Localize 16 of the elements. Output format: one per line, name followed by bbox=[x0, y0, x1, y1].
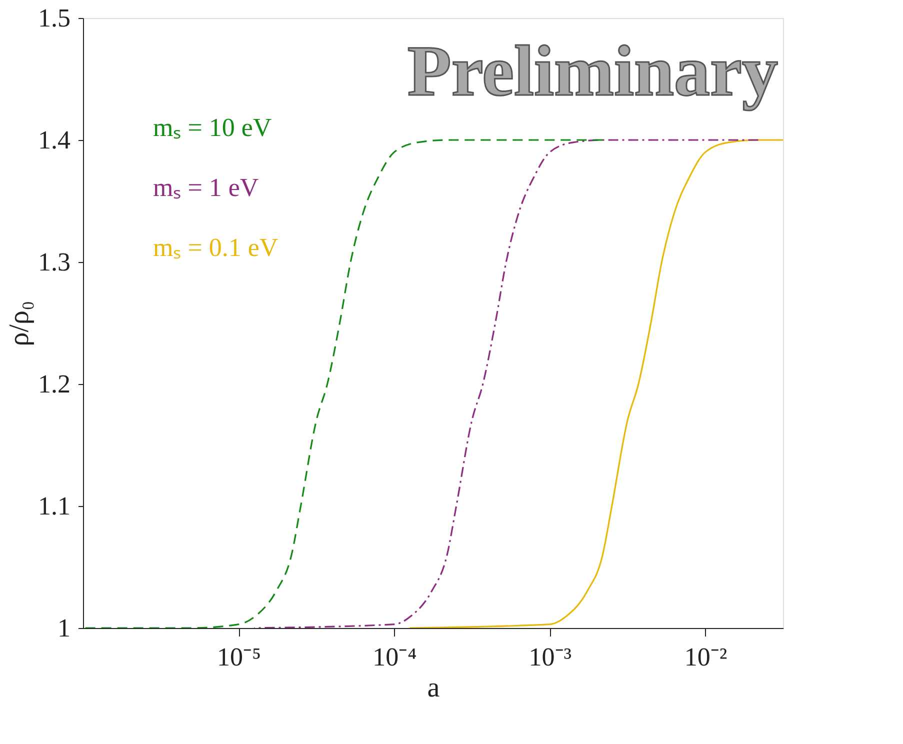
y-tick-label: 1.2 bbox=[38, 370, 70, 398]
annotation: Preliminary bbox=[407, 31, 778, 111]
y-tick-label: 1.3 bbox=[38, 248, 70, 276]
x-tick-label: 10⁻⁴ bbox=[372, 642, 417, 672]
y-tick-label: 1 bbox=[58, 614, 70, 642]
y-tick-label: 1.1 bbox=[38, 492, 70, 520]
text: mₛ = 1 eV bbox=[153, 173, 259, 202]
text: mₛ = 0.1 eV bbox=[153, 233, 278, 262]
x-tick-label: 10⁻² bbox=[684, 642, 728, 672]
x-axis-title: a bbox=[427, 672, 440, 704]
x-tick-label: 10⁻⁵ bbox=[217, 642, 262, 672]
y-axis-title: ρ/ρ₀ bbox=[4, 300, 35, 346]
y-tick-label: 1.4 bbox=[38, 126, 70, 154]
x-tick-label: 10⁻³ bbox=[528, 642, 572, 672]
y-tick-label: 1.5 bbox=[38, 4, 70, 32]
text: mₛ = 10 eV bbox=[153, 113, 272, 142]
